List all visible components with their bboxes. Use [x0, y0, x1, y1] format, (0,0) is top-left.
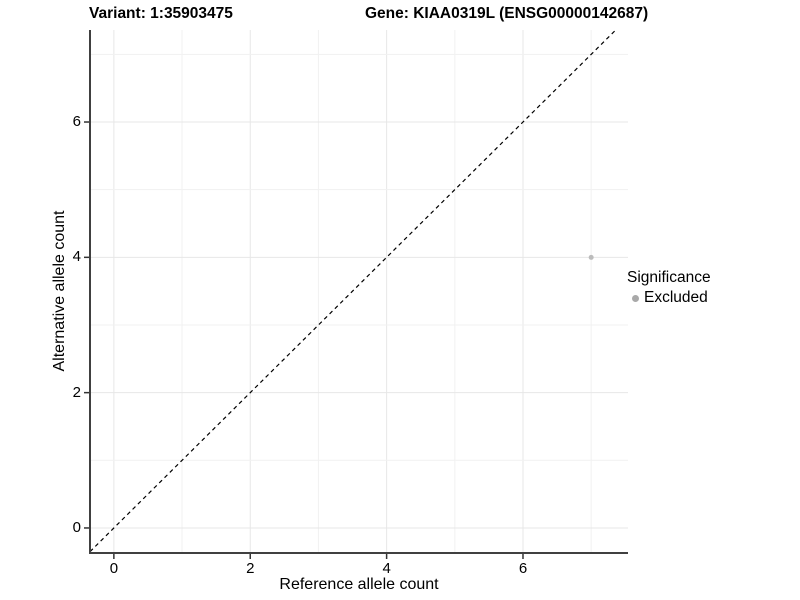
legend-items: Excluded — [627, 289, 711, 307]
y-tick-label-6: 6 — [72, 113, 81, 130]
plot-title-gene: Gene: KIAA0319L (ENSG00000142687) — [365, 5, 649, 22]
legend-item-label: Excluded — [644, 289, 708, 306]
x-tick-label-2: 2 — [246, 560, 255, 577]
legend: Significance Excluded — [627, 269, 711, 307]
legend-title: Significance — [627, 269, 711, 286]
x-tick-label-4: 4 — [382, 560, 391, 577]
x-tick-label-6: 6 — [518, 560, 528, 577]
data-point — [588, 254, 594, 260]
y-tick-label-2: 2 — [72, 383, 81, 401]
y-axis-title: Alternative allele count — [51, 210, 68, 372]
identity-line — [89, 29, 617, 553]
legend-item: Excluded — [627, 289, 711, 307]
x-axis-title: Reference allele count — [279, 576, 439, 593]
legend-key-dot — [632, 294, 639, 302]
y-tick-label-4: 4 — [72, 248, 81, 266]
y-tick-label-0: 0 — [72, 518, 81, 536]
plot-title-variant: Variant: 1:35903475 — [89, 5, 233, 22]
x-tick-label-0: 0 — [109, 560, 119, 577]
